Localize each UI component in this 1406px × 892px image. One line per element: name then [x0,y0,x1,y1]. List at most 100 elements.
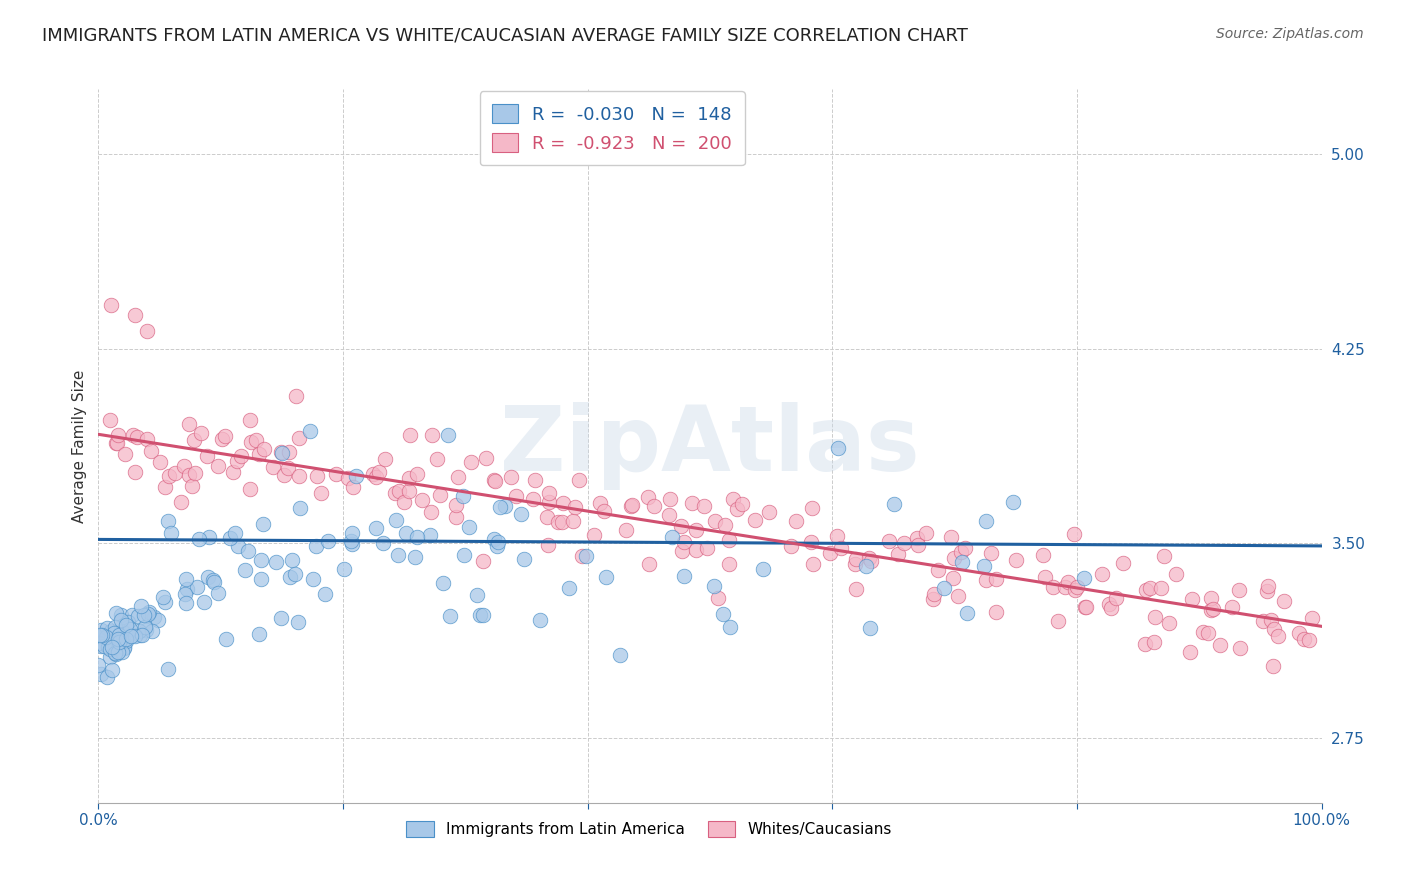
Point [571,549,593,563]
Point [165,467,187,481]
Point [366,520,388,534]
Point [190,425,212,440]
Point [614,523,637,537]
Point [114,618,136,632]
Point [905,531,928,545]
Point [129,627,152,641]
Point [132,608,155,623]
Point [1229,640,1251,655]
Point [135,432,157,446]
Point [482,532,505,546]
Point [522,492,544,507]
Point [1199,603,1222,617]
Point [914,526,936,541]
Point [264,555,287,569]
Point [620,499,643,513]
Point [228,539,250,553]
Point [1035,570,1057,584]
Point [1064,582,1087,597]
Point [592,504,614,518]
Point [589,496,612,510]
Point [932,581,955,595]
Point [186,580,208,594]
Point [671,543,693,558]
Point [174,596,197,610]
Point [637,490,659,504]
Point [927,563,949,577]
Point [818,546,841,560]
Point [547,515,569,529]
Point [460,455,482,469]
Point [195,449,218,463]
Point [337,471,360,485]
Point [211,432,233,446]
Point [152,590,174,604]
Point [233,563,256,577]
Point [501,469,523,483]
Point [472,607,495,622]
Point [278,570,301,584]
Point [305,539,328,553]
Point [224,525,246,540]
Point [725,502,748,516]
Point [288,468,311,483]
Point [974,573,997,587]
Point [558,582,581,596]
Point [100,297,122,311]
Point [193,594,215,608]
Point [505,489,527,503]
Point [1143,610,1166,624]
Point [453,490,475,504]
Point [529,613,551,627]
Point [1004,553,1026,567]
Point [273,467,295,482]
Point [98,413,121,427]
Point [107,645,129,659]
Point [681,496,703,510]
Point [173,459,195,474]
Point [170,495,193,509]
Point [1150,581,1173,595]
Point [124,308,146,322]
Y-axis label: Average Family Size: Average Family Size [72,369,87,523]
Point [131,628,153,642]
Point [128,624,150,639]
Point [801,557,824,571]
Point [1298,633,1320,648]
Point [149,455,172,469]
Point [103,626,125,640]
Point [1073,599,1095,614]
Text: IMMIGRANTS FROM LATIN AMERICA VS WHITE/CAUCASIAN AVERAGE FAMILY SIZE CORRELATION: IMMIGRANTS FROM LATIN AMERICA VS WHITE/C… [42,27,969,45]
Point [100,624,122,639]
Point [94,630,117,644]
Point [253,442,276,457]
Point [129,599,152,613]
Point [703,579,725,593]
Point [1063,527,1085,541]
Point [718,620,741,634]
Point [107,632,129,647]
Point [1133,637,1156,651]
Point [281,553,304,567]
Point [146,613,169,627]
Point [111,645,134,659]
Point [429,488,451,502]
Point [696,541,718,555]
Point [637,558,659,572]
Point [101,640,124,655]
Point [176,572,198,586]
Point [1139,581,1161,595]
Point [471,554,494,568]
Point [399,427,422,442]
Point [277,461,299,475]
Point [1201,602,1223,616]
Point [643,500,665,514]
Point [270,610,292,624]
Point [110,613,132,627]
Point [659,492,682,507]
Point [1143,635,1166,649]
Point [231,449,253,463]
Point [207,458,229,473]
Point [924,587,946,601]
Point [239,434,262,449]
